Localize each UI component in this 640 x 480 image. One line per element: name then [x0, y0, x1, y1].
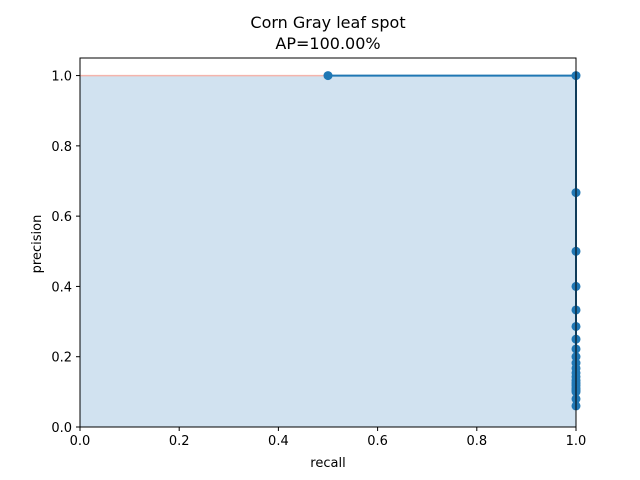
x-tick-label: 0.4	[268, 434, 289, 449]
x-tick-label: 1.0	[566, 434, 587, 449]
axes-frame	[79, 57, 577, 428]
x-axis-label: recall	[310, 456, 345, 471]
data-point	[323, 71, 333, 81]
x-tick-label: 0.6	[367, 434, 388, 449]
y-axis-label: precision	[30, 215, 45, 274]
y-tick-label: 0.4	[51, 280, 72, 295]
y-tick-label: 0.2	[51, 351, 72, 366]
y-tick-label: 0.0	[51, 421, 72, 436]
x-tick-label: 0.0	[70, 434, 91, 449]
x-tick-label: 0.8	[466, 434, 487, 449]
ap-area-fill	[80, 75, 576, 428]
plot-area: 0.0 0.2 0.4 0.6 0.8 1.0 0.0 0.2 0.4 0.6 0.8 1.0	[51, 57, 587, 449]
y-tick-label: 0.6	[51, 210, 72, 225]
chart-title: Corn Gray leaf spot	[250, 13, 405, 32]
y-tick-label: 1.0	[51, 70, 72, 85]
x-tick-label: 0.2	[169, 434, 190, 449]
y-tick-label: 0.8	[51, 140, 72, 155]
chart-subtitle: AP=100.00%	[275, 34, 380, 53]
